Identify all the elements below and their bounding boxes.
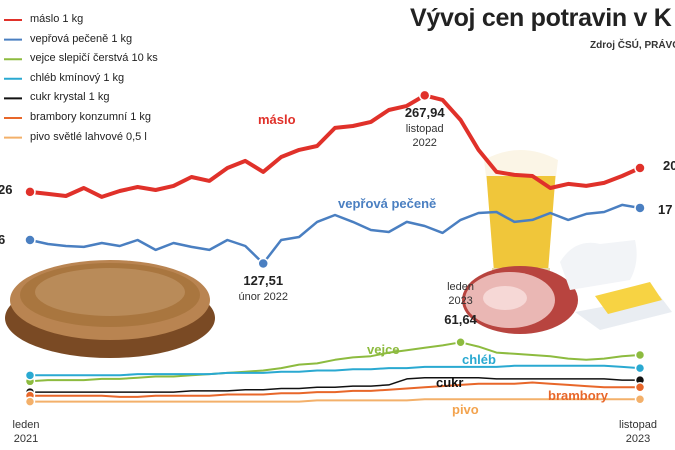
date-label: listopad 2022 [405,123,444,150]
point-marker [634,162,646,174]
point-marker [24,186,36,198]
point-marker [634,349,646,361]
point-marker [455,337,466,348]
value-label: 267,94 [404,105,445,121]
point-marker [634,394,646,405]
date-label: únor 2022 [238,291,288,304]
point-marker [634,382,646,393]
edge-label: 26 [0,182,13,197]
point-marker [24,234,36,246]
point-marker [418,89,431,102]
date-label: leden 2023 [447,281,475,308]
series-label: vepřová pečeně [338,196,437,211]
butter-dish [560,240,672,330]
value-label: 127,51 [243,273,284,289]
series-line [30,381,640,398]
series-line [29,93,641,199]
series-label: máslo [258,112,296,127]
point-marker [634,202,646,214]
chart-title: Vývoj cen potravin v K [410,4,672,32]
legend-label: cukr krystal 1 kg [30,91,110,104]
series-line [29,341,641,383]
series-line [30,376,640,393]
series-label: pivo [452,402,479,417]
legend-label: brambory konzumní 1 kg [30,111,152,123]
value-label: 61,64 [444,312,477,328]
legend-label: chléb kmínový 1 kg [30,71,125,84]
legend-label: vepřová pečeně 1 kg [30,32,133,45]
edge-label: 6 [0,232,6,247]
series-label: cukr [436,375,464,390]
bread [5,260,215,358]
point-marker [257,257,269,270]
edge-label: 20 [663,158,675,173]
chart-subtitle: Zdroj ČSÚ, PRÁVO [590,40,675,51]
legend-label: máslo 1 kg [30,13,84,25]
ham [462,266,578,334]
series-line [30,398,640,403]
legend-label: pivo světlé lahvové 0,5 l [30,130,147,143]
point-marker [24,396,36,407]
series-label: chléb [462,352,496,367]
series-line [29,203,641,265]
point-marker [24,370,36,381]
series-label: vejce [367,342,400,357]
series-label: brambory [548,388,608,403]
legend-label: vejce slepičí čerstvá 10 ks [30,52,158,65]
edge-label: 17 [658,202,673,217]
point-marker [634,362,646,374]
x-tick-label: listopad 2023 [619,419,657,445]
x-tick-label: leden 2021 [12,419,40,445]
series-line [30,364,641,377]
